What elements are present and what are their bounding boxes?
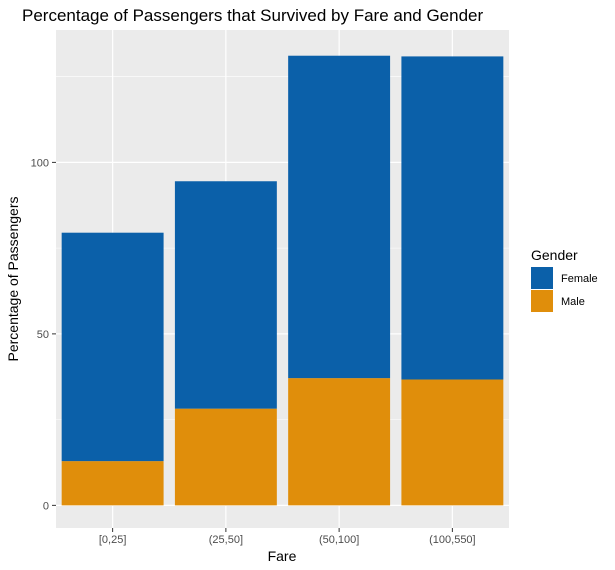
bar-male-3 bbox=[288, 378, 391, 506]
legend-items: Female Male bbox=[531, 267, 598, 312]
bar-male-4 bbox=[401, 379, 504, 506]
y-axis-title: Percentage of Passengers bbox=[5, 197, 21, 362]
legend: Gender Female Male bbox=[531, 247, 598, 312]
y-tick-label: 0 bbox=[43, 500, 49, 512]
x-axis: [0,25] (25,50] (50,100] (100,550] bbox=[99, 528, 476, 546]
bar-female-4 bbox=[401, 56, 504, 380]
bar-male-1 bbox=[61, 461, 164, 506]
bar-female-2 bbox=[174, 181, 277, 409]
y-tick-label: 100 bbox=[31, 157, 49, 169]
bar-male-2 bbox=[174, 408, 277, 506]
legend-label-male: Male bbox=[561, 296, 585, 308]
x-tick-label: [0,25] bbox=[99, 534, 127, 546]
x-tick-label: (50,100] bbox=[319, 534, 359, 546]
x-axis-title: Fare bbox=[268, 548, 297, 564]
x-tick-label: (25,50] bbox=[209, 534, 243, 546]
legend-swatch-male bbox=[531, 290, 553, 312]
legend-swatch-female bbox=[531, 267, 553, 289]
y-axis: 0 50 100 bbox=[31, 157, 56, 512]
legend-label-female: Female bbox=[561, 273, 598, 285]
bar-female-3 bbox=[288, 55, 391, 379]
bar-female-1 bbox=[61, 232, 164, 462]
legend-title: Gender bbox=[531, 247, 578, 263]
y-tick-label: 50 bbox=[37, 329, 49, 341]
chart-title: Percentage of Passengers that Survived b… bbox=[22, 6, 483, 25]
x-tick-label: (100,550] bbox=[429, 534, 475, 546]
bars bbox=[61, 55, 504, 506]
